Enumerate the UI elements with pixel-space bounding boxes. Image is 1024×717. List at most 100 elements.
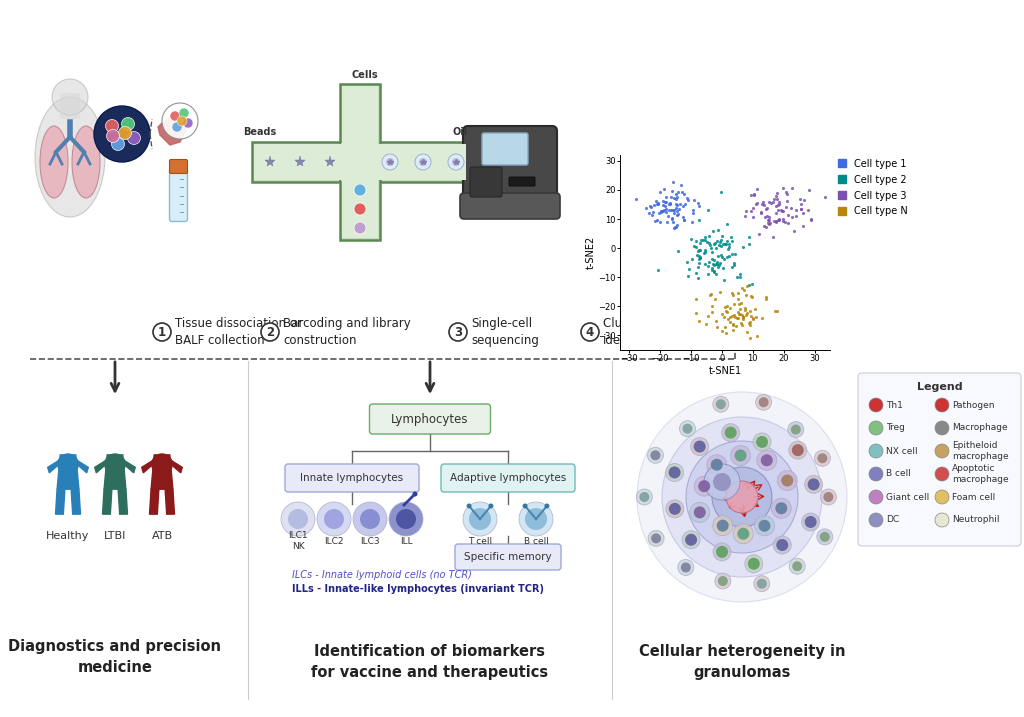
Circle shape [935,467,949,481]
Circle shape [288,509,308,529]
Point [670,186,686,197]
Point [733,317,750,328]
Point [739,307,756,318]
Point [640,207,656,219]
Point [674,186,690,198]
Circle shape [172,122,182,132]
Point [760,217,776,229]
Point [669,209,685,220]
Point [727,248,743,260]
Point [692,252,709,263]
Point [719,306,735,318]
Point [767,305,783,316]
Point [706,259,722,270]
FancyBboxPatch shape [60,93,80,119]
Circle shape [748,558,760,570]
Circle shape [104,453,126,475]
Point [685,204,701,215]
Point [733,282,750,294]
Point [777,186,794,198]
Point [743,205,760,217]
Circle shape [179,108,189,118]
Point [673,179,689,191]
Point [750,196,766,208]
Point [657,204,674,215]
Circle shape [805,475,822,493]
Text: ATB: ATB [152,531,173,541]
Circle shape [713,543,731,561]
Point [700,310,717,322]
Point [734,311,751,323]
Circle shape [716,546,728,558]
Circle shape [790,559,805,574]
Circle shape [787,422,804,437]
Point [768,207,784,219]
Circle shape [469,508,490,530]
Point [690,257,707,269]
Point [686,194,702,205]
Point [770,214,786,226]
Point [690,253,707,265]
Point [700,231,717,242]
Circle shape [690,503,710,523]
Point [710,262,726,273]
Point [770,214,786,226]
Circle shape [712,467,772,527]
Text: Foam cell: Foam cell [952,493,995,501]
Point [680,271,696,282]
Circle shape [666,500,684,518]
Point [722,311,738,323]
Text: Innate lymphocytes: Innate lymphocytes [300,473,403,483]
Text: B cell: B cell [523,536,549,546]
Point [793,199,809,210]
Polygon shape [150,489,159,514]
Point [706,265,722,277]
Text: T cell: T cell [468,536,493,546]
Point [708,315,724,327]
Circle shape [651,533,662,543]
Circle shape [94,106,150,162]
FancyBboxPatch shape [441,464,575,492]
Point [651,216,668,227]
Point [714,230,730,242]
Point [714,326,730,337]
Point [817,191,834,203]
Point [717,239,733,250]
Point [729,307,745,318]
Point [652,205,669,217]
Circle shape [814,450,830,466]
Point [769,204,785,216]
Point [687,267,703,279]
Point [648,198,665,209]
Point [672,199,688,210]
Point [801,184,817,196]
Point [700,260,717,272]
Point [707,237,723,249]
Point [709,257,725,268]
Point [742,189,759,200]
Point [679,192,695,204]
Point [775,205,792,217]
Circle shape [775,503,787,514]
Point [668,194,684,205]
Text: 3: 3 [454,326,462,338]
Circle shape [415,154,431,170]
Point [726,298,742,310]
FancyBboxPatch shape [341,143,379,181]
Text: Barcoding and library
construction: Barcoding and library construction [283,317,411,347]
Point [669,206,685,217]
Point [668,202,684,214]
Text: Clustering & cell type
identification: Clustering & cell type identification [603,317,731,347]
Text: Apoptotic
macrophage: Apoptotic macrophage [952,465,1009,484]
Point [778,201,795,212]
Point [758,203,774,214]
Point [666,191,682,203]
Point [761,212,777,223]
Point [744,202,761,214]
Point [736,304,753,315]
Point [662,199,678,210]
Point [787,204,804,215]
FancyBboxPatch shape [455,544,561,570]
FancyBboxPatch shape [858,373,1021,546]
Point [676,214,692,226]
